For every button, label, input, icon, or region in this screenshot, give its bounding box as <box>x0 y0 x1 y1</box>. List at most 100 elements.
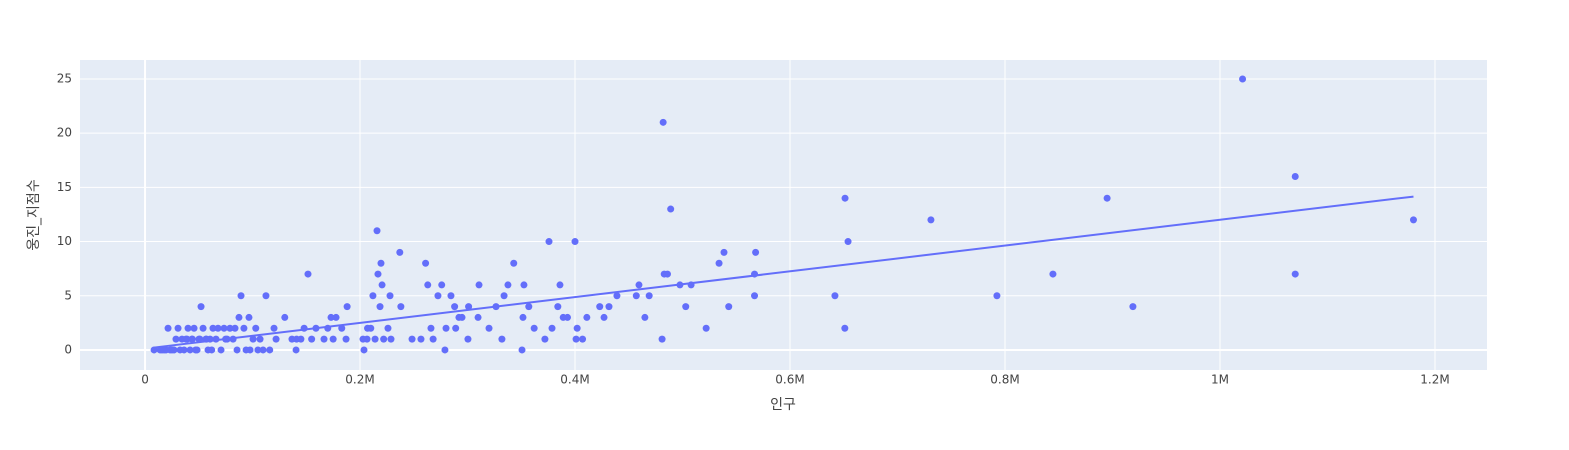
point <box>579 335 587 343</box>
point <box>596 303 604 311</box>
point <box>343 303 351 311</box>
point <box>186 346 194 354</box>
point <box>369 292 377 300</box>
point <box>378 281 386 289</box>
point <box>841 324 849 332</box>
point <box>226 324 234 332</box>
point <box>233 346 241 354</box>
point <box>645 292 653 300</box>
point <box>530 324 538 332</box>
point <box>571 238 579 246</box>
point <box>441 346 449 354</box>
point <box>192 346 200 354</box>
point <box>452 324 460 332</box>
point <box>451 303 459 311</box>
point <box>338 324 346 332</box>
x-tick-label: 0.8M <box>990 373 1019 387</box>
point <box>320 335 328 343</box>
point <box>475 281 483 289</box>
point <box>217 346 225 354</box>
point <box>1049 270 1057 278</box>
point <box>520 281 528 289</box>
point <box>252 324 260 332</box>
point <box>434 292 442 300</box>
point <box>583 313 591 321</box>
point <box>510 259 518 267</box>
point <box>235 313 243 321</box>
point <box>209 324 217 332</box>
point <box>384 324 392 332</box>
y-tick-label: 10 <box>57 234 72 248</box>
point <box>329 335 337 343</box>
y-tick-label: 0 <box>64 342 72 356</box>
point <box>360 346 368 354</box>
point <box>559 313 567 321</box>
point <box>474 313 482 321</box>
point <box>164 324 172 332</box>
point <box>240 324 248 332</box>
y-tick-label: 15 <box>57 180 72 194</box>
x-tick-label: 1M <box>1211 373 1229 387</box>
point <box>184 324 192 332</box>
point <box>720 248 728 256</box>
point <box>641 313 649 321</box>
point <box>751 292 759 300</box>
point <box>518 346 526 354</box>
point <box>364 324 372 332</box>
point <box>525 303 533 311</box>
point <box>465 303 473 311</box>
point <box>376 303 384 311</box>
x-axis-title: 인구 <box>770 397 796 413</box>
point <box>371 335 379 343</box>
point <box>660 270 668 278</box>
point <box>377 259 385 267</box>
point <box>427 324 435 332</box>
point <box>682 303 690 311</box>
point <box>281 313 289 321</box>
point <box>498 335 506 343</box>
point <box>667 205 675 213</box>
point <box>386 292 394 300</box>
point <box>417 335 425 343</box>
point <box>156 346 164 354</box>
point <box>635 281 643 289</box>
point <box>380 335 388 343</box>
point <box>1129 303 1137 311</box>
point <box>831 292 839 300</box>
point <box>408 335 416 343</box>
point <box>447 292 455 300</box>
point <box>725 303 733 311</box>
y-tick-label: 5 <box>64 288 72 302</box>
x-tick-label: 0 <box>141 373 149 387</box>
point <box>659 118 667 126</box>
point <box>242 346 250 354</box>
point <box>374 270 382 278</box>
point <box>208 346 216 354</box>
point <box>172 335 180 343</box>
point <box>573 324 581 332</box>
point <box>342 335 350 343</box>
point <box>424 281 432 289</box>
point <box>256 335 264 343</box>
plot-area <box>80 60 1487 370</box>
point <box>231 324 239 332</box>
point <box>199 324 207 332</box>
point <box>485 324 493 332</box>
point <box>259 346 267 354</box>
point <box>702 324 710 332</box>
point <box>308 335 316 343</box>
point <box>176 346 184 354</box>
grid <box>80 60 1487 370</box>
point <box>387 335 395 343</box>
point <box>752 248 760 256</box>
point <box>396 248 404 256</box>
point <box>993 292 1001 300</box>
point <box>327 313 335 321</box>
x-tick-label: 0.2M <box>345 373 374 387</box>
point <box>292 346 300 354</box>
point <box>1239 75 1247 83</box>
point <box>715 259 723 267</box>
point <box>272 335 280 343</box>
